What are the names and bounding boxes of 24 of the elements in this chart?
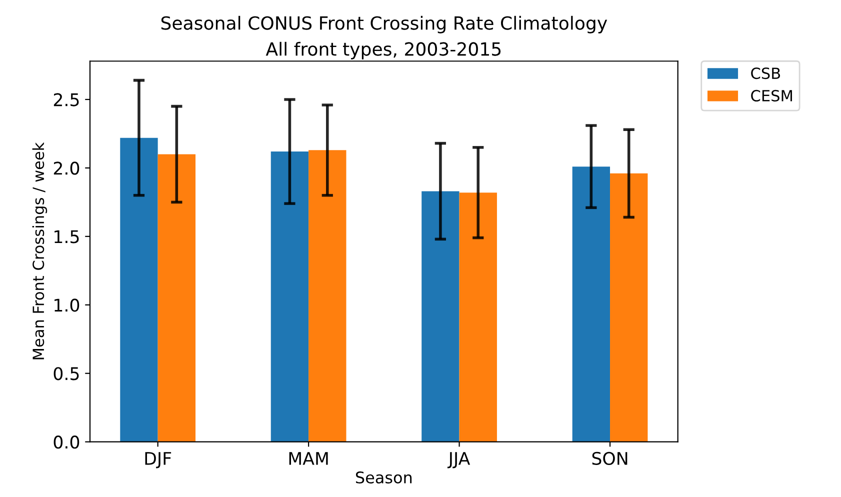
bar — [158, 154, 196, 442]
legend-label: CESM — [751, 90, 792, 102]
y-tick-label: 0.0 — [54, 436, 80, 449]
y-tick-label: 2.0 — [54, 162, 80, 175]
chart-subtitle: All front types, 2003-2015 — [266, 42, 501, 60]
y-axis-title: Mean Front Crossings / week — [32, 142, 48, 360]
y-tick-label: 2.5 — [54, 93, 79, 106]
bar — [308, 150, 346, 442]
bar — [270, 152, 309, 442]
x-tick-label: MAM — [289, 452, 328, 465]
x-tick-label: SON — [592, 452, 628, 465]
bar — [422, 191, 460, 442]
x-tick-label: DJF — [145, 452, 172, 468]
bar — [610, 173, 648, 442]
legend-label: CSB — [751, 68, 780, 80]
bar — [120, 138, 158, 442]
chart-title: Seasonal CONUS Front Crossing Rate Climatology — [161, 16, 608, 34]
bar — [459, 192, 497, 442]
x-axis-title: Season — [356, 471, 412, 484]
bar — [572, 166, 610, 442]
y-tick-label: 1.0 — [54, 298, 80, 312]
y-tick-label: 1.5 — [54, 230, 79, 244]
y-tick-label: 0.5 — [54, 367, 79, 380]
x-tick-label: JJA — [447, 452, 470, 468]
